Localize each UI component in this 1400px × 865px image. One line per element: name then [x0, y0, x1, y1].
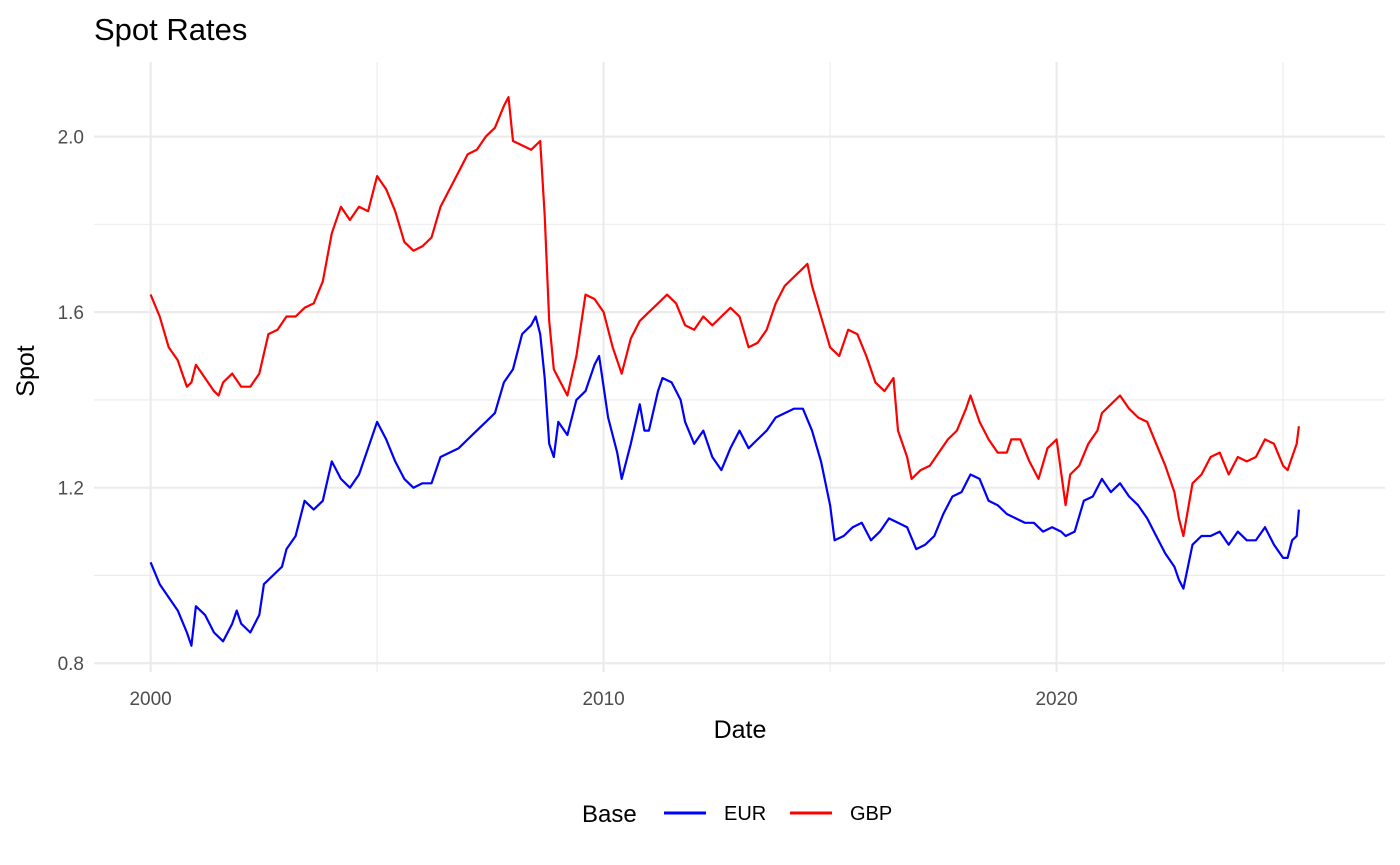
series-line-eur: [149, 315, 1300, 647]
series-line-gbp: [149, 96, 1300, 538]
x-tick-label: 2020: [1035, 689, 1077, 710]
y-axis-ticks: 0.8 1.2 1.6 2.0: [58, 128, 84, 676]
legend-label-gbp: GBP: [850, 803, 892, 825]
series-lines: [149, 96, 1300, 647]
legend-title: Base: [582, 801, 637, 828]
x-axis-ticks: 2000 2010 2020: [129, 689, 1077, 710]
grid: [94, 62, 1385, 672]
x-axis-title: Date: [714, 716, 767, 744]
y-tick-label: 2.0: [58, 128, 84, 149]
x-tick-label: 2010: [582, 689, 624, 710]
legend: Base EUR GBP: [582, 801, 892, 828]
legend-label-eur: EUR: [724, 803, 766, 825]
y-tick-label: 1.2: [58, 479, 84, 500]
y-tick-label: 1.6: [58, 303, 84, 324]
y-tick-label: 0.8: [58, 654, 84, 675]
chart-title: Spot Rates: [94, 12, 247, 47]
x-tick-label: 2000: [129, 689, 171, 710]
y-axis-title: Spot: [12, 345, 40, 396]
